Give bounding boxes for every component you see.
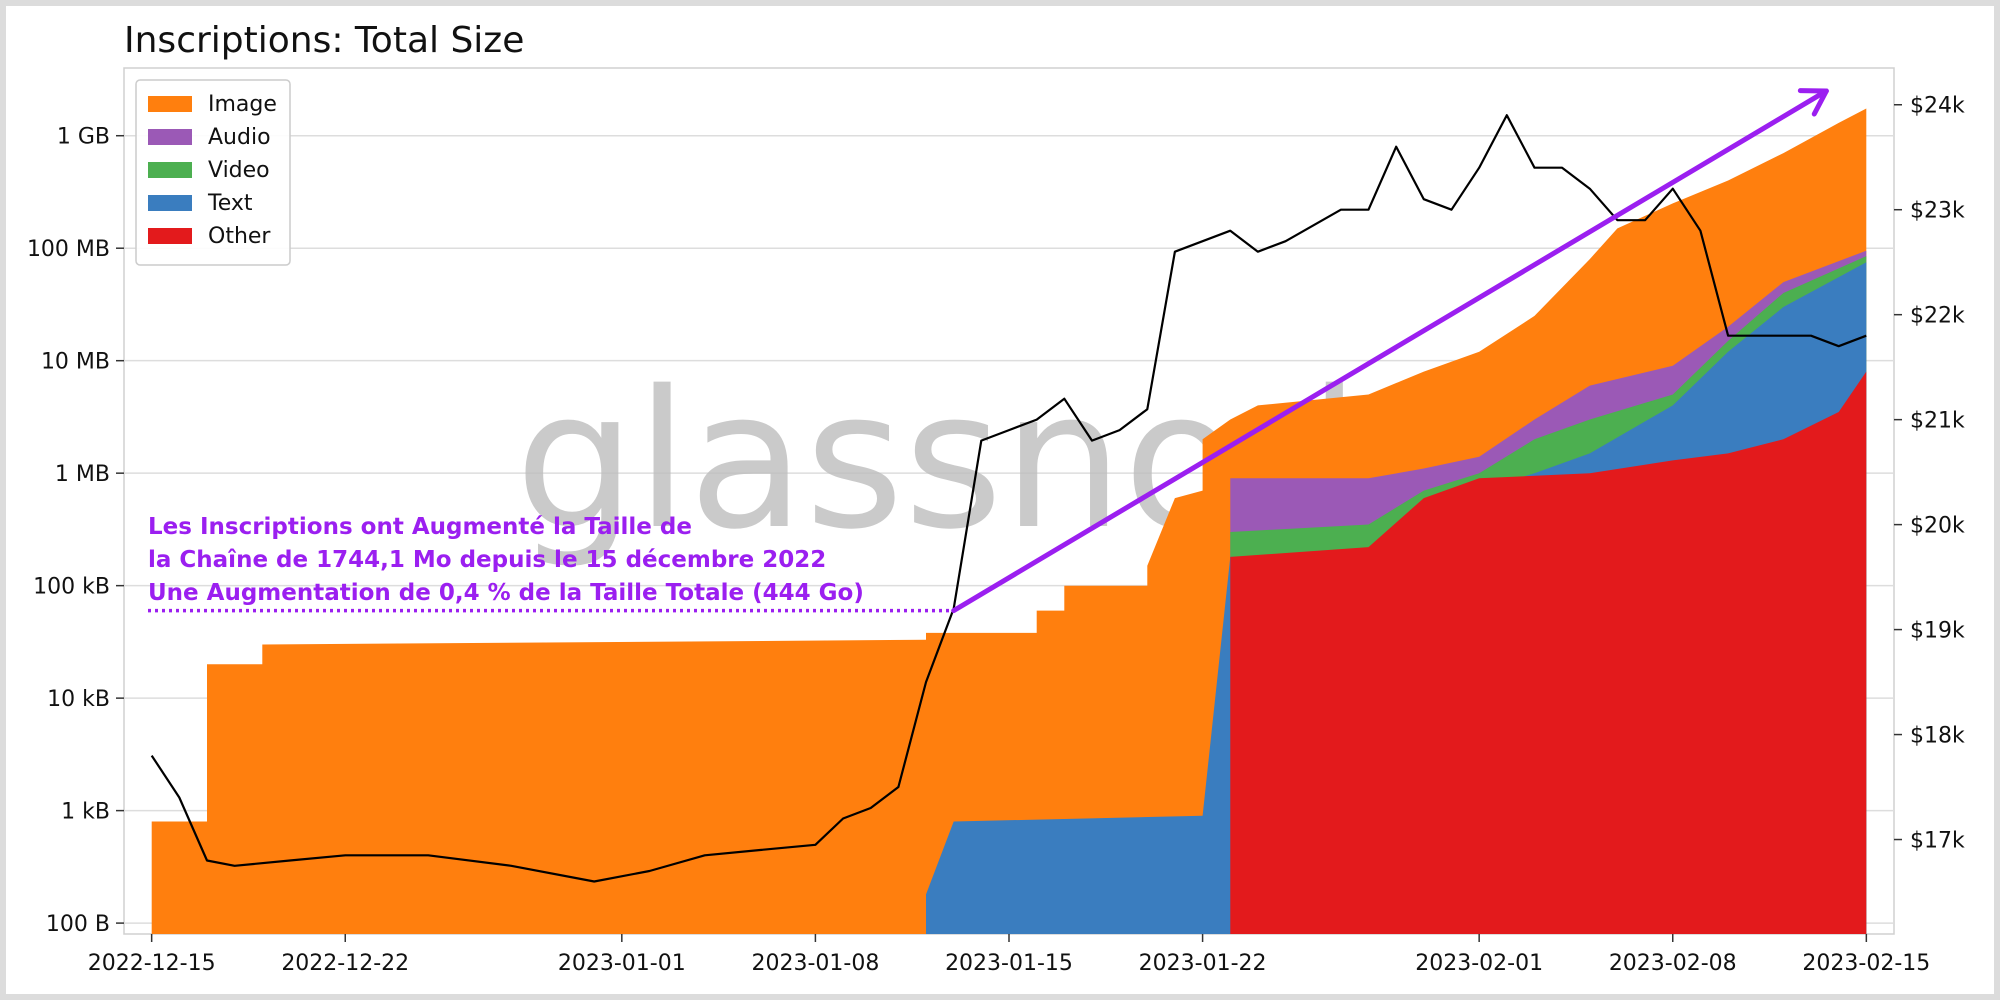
legend-label-text: Text <box>207 191 253 216</box>
area-other <box>1230 371 1867 935</box>
y-left-tick-label: 100 B <box>46 912 110 937</box>
y-left-tick-label: 1 kB <box>61 800 110 825</box>
y-right-tick-label: $24k <box>1910 94 1965 119</box>
y-right-tick-label: $19k <box>1910 619 1965 644</box>
legend-swatch-text <box>148 195 192 211</box>
x-tick-label: 2023-01-01 <box>558 951 686 976</box>
legend-swatch-video <box>148 162 192 178</box>
annotation-line: Les Inscriptions ont Augmenté la Taille … <box>148 514 692 540</box>
y-right-tick-label: $17k <box>1910 829 1965 854</box>
x-tick-label: 2023-01-22 <box>1139 951 1267 976</box>
legend: Image Audio Video Text Other <box>135 79 291 266</box>
legend-label-video: Video <box>208 158 270 183</box>
x-tick-label: 2023-01-08 <box>751 951 879 976</box>
legend-box <box>135 79 291 266</box>
y-left-tick-label: 10 MB <box>41 350 110 375</box>
legend-swatch-audio <box>148 129 192 145</box>
trend-arrow <box>951 88 1829 614</box>
x-tick-label: 2022-12-22 <box>281 951 409 976</box>
x-tick-label: 2023-02-15 <box>1802 951 1930 976</box>
y-left-tick-label: 100 kB <box>33 575 110 600</box>
y-left-tick-label: 10 kB <box>47 687 110 712</box>
y-right-tick-label: $23k <box>1910 199 1965 224</box>
y-right-tick-label: $21k <box>1910 409 1965 434</box>
x-tick-label: 2023-02-01 <box>1415 951 1543 976</box>
chart-title: Inscriptions: Total Size <box>124 20 525 61</box>
trend-arrow-head <box>1797 88 1829 117</box>
y-right-tick-label: $22k <box>1910 304 1965 329</box>
x-tick-label: 2023-01-15 <box>945 951 1073 976</box>
annotation-line: la Chaîne de 1744,1 Mo depuis le 15 déce… <box>148 547 826 573</box>
legend-swatch-other <box>148 228 192 244</box>
y-left-tick-label: 1 GB <box>57 125 110 150</box>
legend-swatch-image <box>148 96 192 112</box>
y-right-tick-label: $20k <box>1910 514 1965 539</box>
legend-label-other: Other <box>208 224 271 249</box>
chart-frame: Inscriptions: Total Size glassnode Les In… <box>6 6 1994 994</box>
x-tick-label: 2022-12-15 <box>88 951 216 976</box>
annotation-line: Une Augmentation de 0,4 % de la Taille T… <box>148 580 864 606</box>
legend-label-audio: Audio <box>208 125 271 150</box>
price-line <box>150 114 1867 883</box>
y-right-tick-label: $18k <box>1910 724 1965 749</box>
y-left-tick-label: 100 MB <box>27 237 110 262</box>
x-tick-label: 2023-02-08 <box>1609 951 1737 976</box>
y-left-tick-label: 1 MB <box>55 462 110 487</box>
legend-label-image: Image <box>208 92 277 117</box>
